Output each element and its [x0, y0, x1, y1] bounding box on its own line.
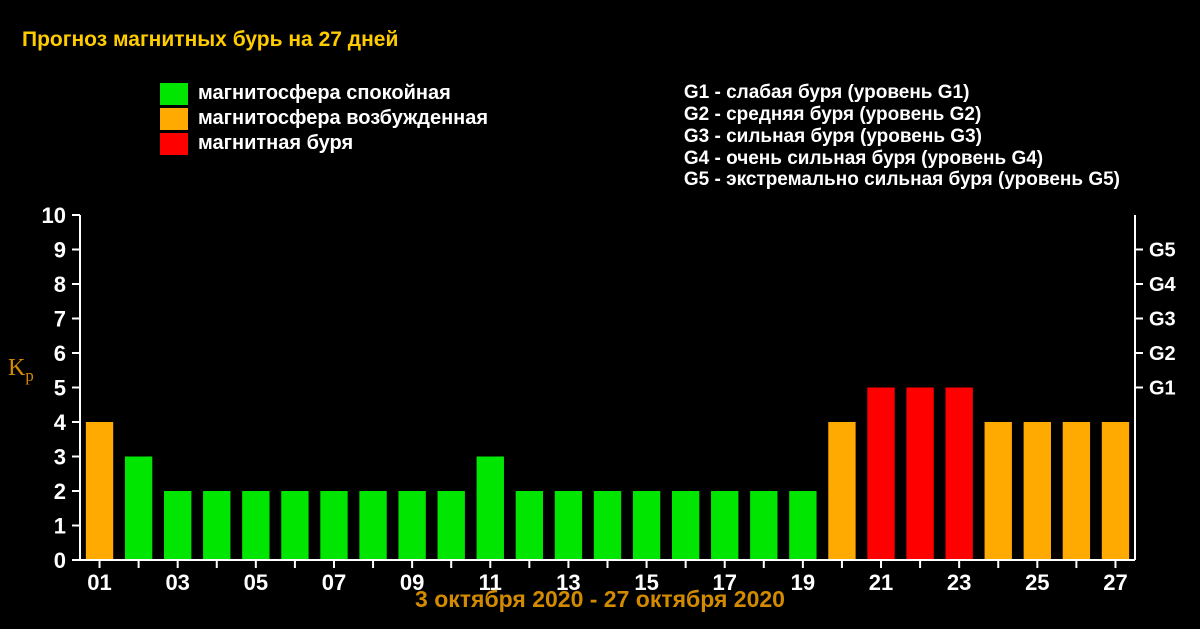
g-scale-description: G3 - сильная буря (уровень G3) [684, 126, 1120, 148]
legend-item: магнитосфера возбужденная [160, 107, 488, 130]
svg-text:6: 6 [54, 341, 66, 366]
svg-text:G2: G2 [1149, 343, 1176, 365]
bar-chart: 012345678910G1G2G3G4G5010305070911131517… [0, 205, 1200, 615]
legend-label: магнитосфера спокойная [198, 82, 451, 105]
legend-label: магнитная буря [198, 132, 353, 155]
svg-text:10: 10 [42, 205, 66, 228]
legend-right: G1 - слабая буря (уровень G1)G2 - средня… [684, 82, 1120, 191]
svg-text:3: 3 [54, 445, 66, 470]
g-scale-description: G2 - средняя буря (уровень G2) [684, 104, 1120, 126]
svg-text:1: 1 [54, 514, 66, 539]
legend-left: магнитосфера спокойнаямагнитосфера возбу… [160, 82, 488, 191]
svg-text:G1: G1 [1149, 378, 1176, 400]
g-scale-description: G1 - слабая буря (уровень G1) [684, 82, 1120, 104]
y-axis-label: Kp [8, 355, 34, 386]
svg-text:0: 0 [54, 548, 66, 573]
legend-item: магнитосфера спокойная [160, 82, 488, 105]
svg-text:9: 9 [54, 238, 66, 263]
svg-text:4: 4 [54, 410, 67, 435]
svg-text:2: 2 [54, 479, 66, 504]
svg-text:G3: G3 [1149, 309, 1176, 331]
chart-area: Kp 012345678910G1G2G3G4G5010305070911131… [0, 205, 1200, 615]
svg-text:G5: G5 [1149, 240, 1176, 262]
chart-title: Прогноз магнитных бурь на 27 дней [0, 0, 1200, 52]
svg-text:5: 5 [54, 376, 66, 401]
legend-row: магнитосфера спокойнаямагнитосфера возбу… [0, 52, 1200, 199]
svg-text:8: 8 [54, 272, 66, 297]
legend-swatch [160, 133, 188, 155]
g-scale-description: G4 - очень сильная буря (уровень G4) [684, 148, 1120, 170]
g-scale-description: G5 - экстремально сильная буря (уровень … [684, 169, 1120, 191]
svg-text:G4: G4 [1149, 274, 1177, 296]
legend-swatch [160, 83, 188, 105]
legend-label: магнитосфера возбужденная [198, 107, 488, 130]
svg-text:7: 7 [54, 307, 66, 332]
legend-swatch [160, 108, 188, 130]
chart-subtitle: 3 октября 2020 - 27 октября 2020 [0, 586, 1200, 613]
legend-item: магнитная буря [160, 132, 488, 155]
